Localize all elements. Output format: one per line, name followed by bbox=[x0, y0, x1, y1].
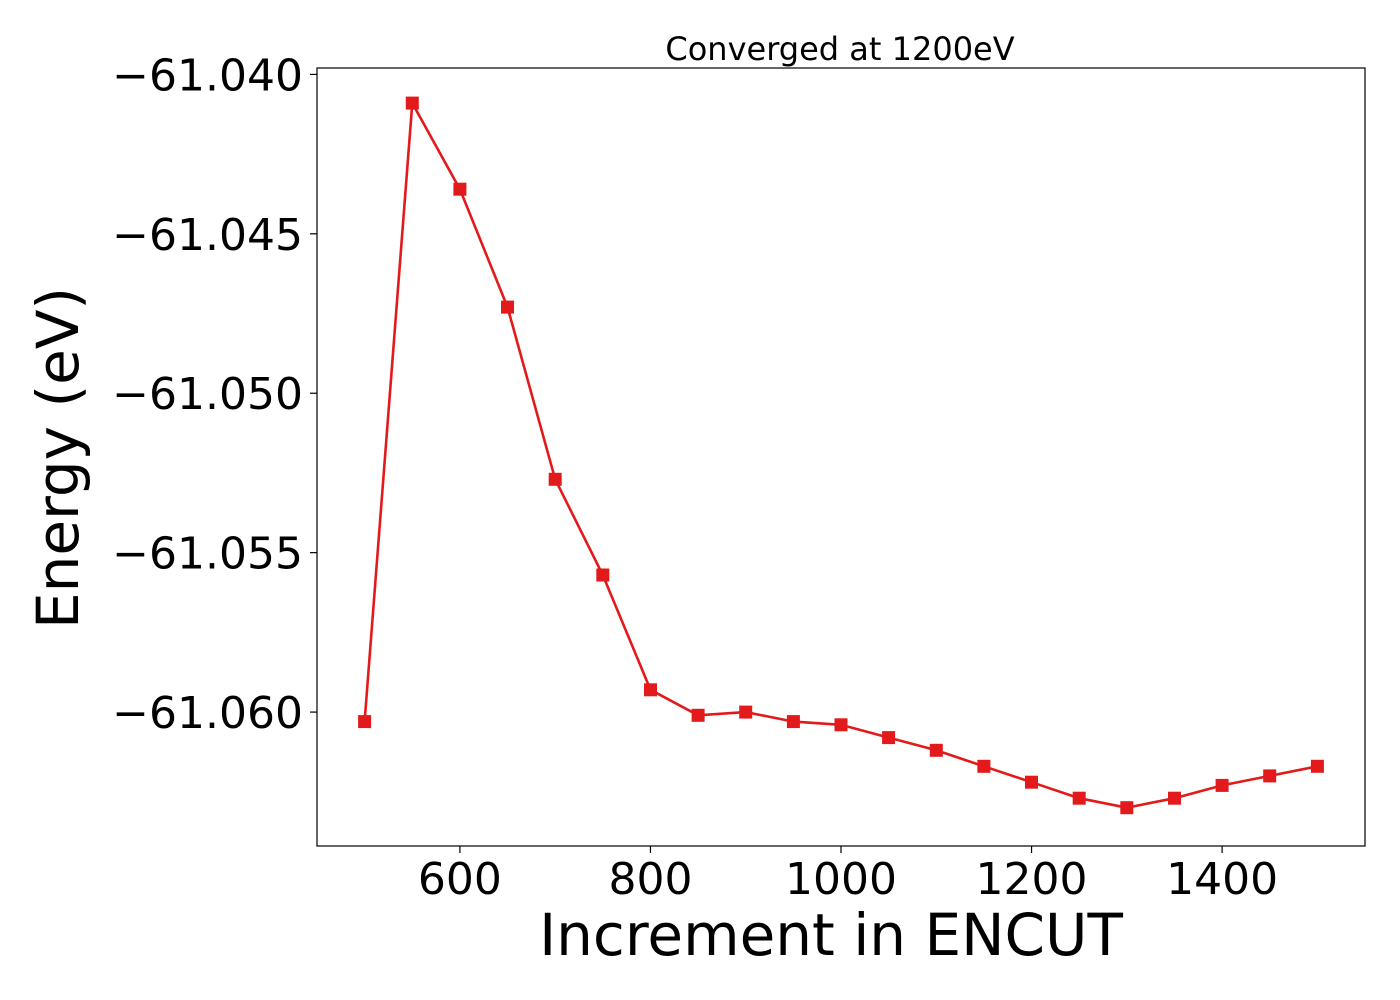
data-point-marker bbox=[1215, 778, 1229, 792]
data-point-marker bbox=[1168, 791, 1181, 805]
x-tick-label: 800 bbox=[608, 854, 692, 905]
y-tick-label: −61.055 bbox=[112, 529, 303, 580]
data-point-marker bbox=[501, 300, 514, 314]
data-point-marker bbox=[834, 718, 848, 732]
series-line bbox=[363, 98, 1318, 810]
x-axis: 600 800 1000 1200 1400 bbox=[418, 846, 1278, 905]
data-point-marker bbox=[405, 96, 419, 110]
x-tick-label: 1200 bbox=[976, 854, 1088, 905]
data-point-marker bbox=[739, 705, 753, 719]
x-tick-label: 600 bbox=[418, 854, 502, 905]
series-layer bbox=[358, 96, 1324, 815]
data-point-marker bbox=[929, 743, 943, 757]
data-point-marker bbox=[1310, 759, 1324, 773]
data-point-marker bbox=[882, 731, 896, 745]
data-point-marker bbox=[691, 708, 705, 722]
data-point-marker bbox=[977, 759, 991, 773]
y-tick-label: −61.050 bbox=[112, 369, 303, 420]
x-axis-label: Increment in ENCUT bbox=[539, 901, 1123, 969]
data-point-marker bbox=[1025, 775, 1038, 789]
y-tick-label: −61.040 bbox=[112, 50, 303, 101]
data-point-marker bbox=[453, 182, 467, 196]
data-point-marker bbox=[786, 715, 800, 729]
y-tick-label: −61.060 bbox=[112, 688, 303, 739]
data-point-marker bbox=[1120, 801, 1134, 815]
chart-title: Converged at 1200eV bbox=[665, 30, 1014, 68]
data-point-marker bbox=[358, 715, 372, 729]
y-axis-label: Energy (eV) bbox=[24, 287, 92, 629]
data-point-marker bbox=[596, 568, 610, 582]
y-tick-label: −61.045 bbox=[112, 210, 303, 261]
x-tick-label: 1000 bbox=[785, 854, 897, 905]
data-point-marker bbox=[1263, 769, 1277, 783]
data-point-marker bbox=[1072, 791, 1086, 805]
x-tick-label: 1400 bbox=[1166, 854, 1278, 905]
data-point-marker bbox=[644, 683, 657, 697]
y-axis: −61.040 −61.045 −61.050 −61.055 −61.060 bbox=[112, 50, 317, 739]
data-point-marker bbox=[548, 472, 562, 486]
